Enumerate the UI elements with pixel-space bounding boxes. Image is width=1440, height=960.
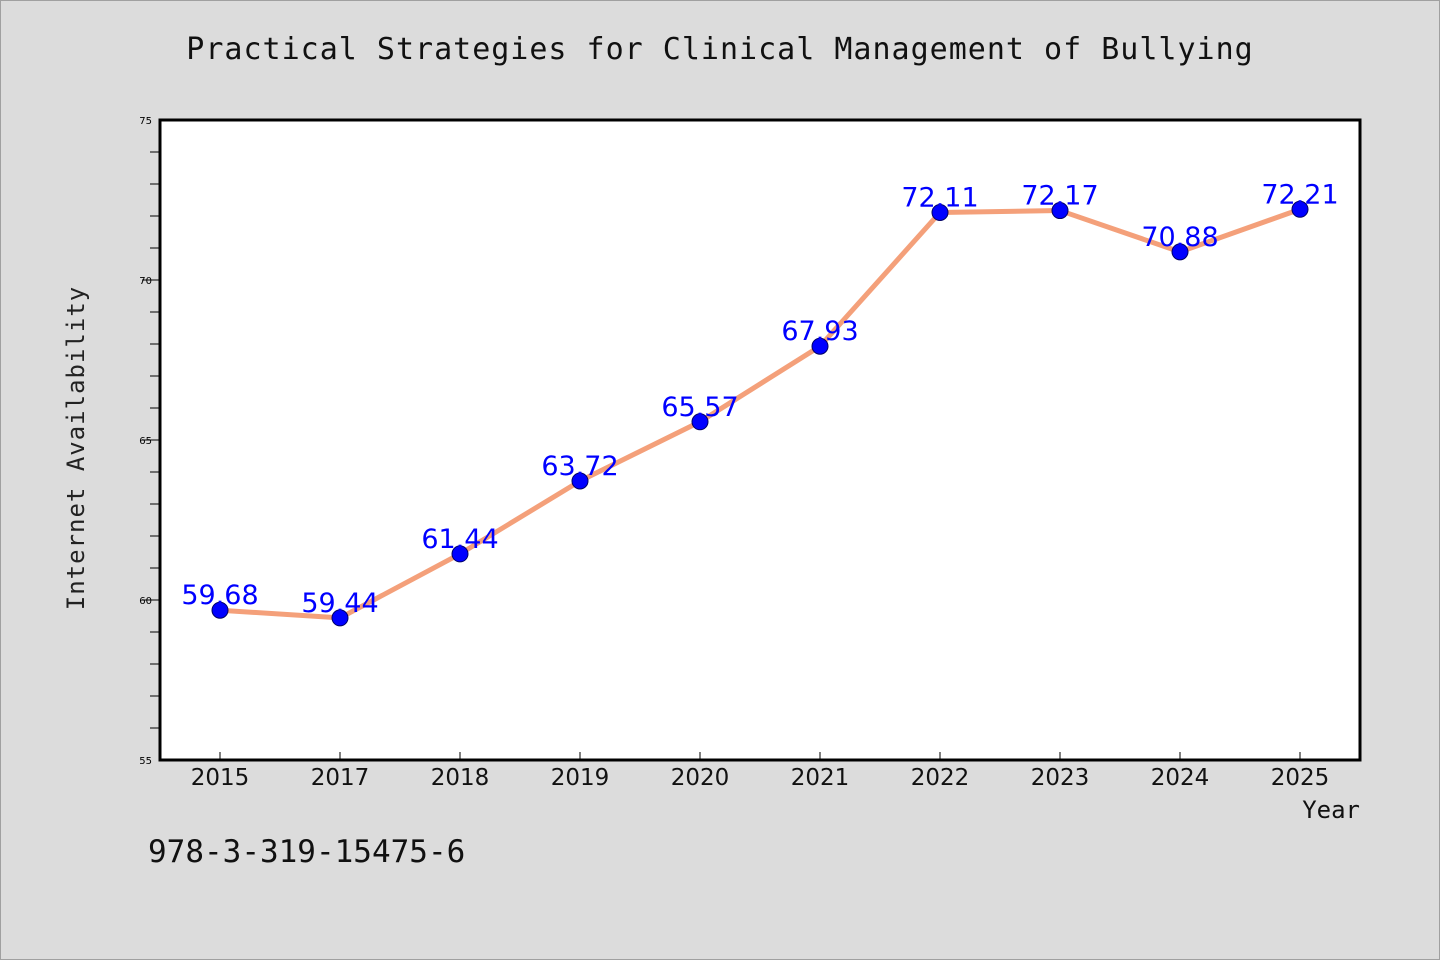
x-tick-label: 2018 [431,765,490,791]
data-label: 67.93 [781,316,858,347]
x-tick-label: 2019 [551,765,610,791]
data-label: 63.72 [541,451,618,482]
data-label-group: 59.68 59.44 61.44 63.72 65.57 67.93 72.11 72.17… [181,179,1338,619]
data-label: 70.88 [1141,222,1218,253]
data-point [451,545,469,563]
y-tick-label: 65 [139,436,152,447]
x-tick-label: 2024 [1151,765,1210,791]
chart-title: Practical Strategies for Clinical Manage… [186,32,1254,67]
marker-group [211,200,1309,627]
x-tick-label: 2025 [1271,765,1330,791]
data-label: 72.11 [901,182,978,213]
data-point [211,601,229,619]
x-axis-label: Year [1302,796,1360,824]
plot-area [158,118,1362,762]
data-point [931,203,949,221]
isbn-footnote: 978-3-319-15475-6 [148,834,466,870]
data-label: 59.68 [181,580,258,611]
y-tick-label: 55 [139,756,152,767]
data-label: 65.57 [661,392,738,423]
x-tick-label: 2020 [671,765,730,791]
data-label: 72.17 [1021,181,1098,212]
y-tick-label: 60 [139,596,152,607]
data-point [331,609,349,627]
y-axis: 55 60 65 70 75 [139,116,160,767]
x-tick-label: 2017 [311,765,370,791]
x-tick-label: 2023 [1031,765,1090,791]
data-point [1051,202,1069,220]
data-point [811,337,829,355]
data-point [1291,200,1309,218]
data-label: 72.21 [1261,179,1338,210]
data-label: 59.44 [301,588,378,619]
data-label: 61.44 [421,524,498,555]
series-line-group [217,206,1303,621]
y-tick-label: 75 [139,116,152,127]
x-tick-label: 2022 [911,765,970,791]
x-tick-label: 2021 [791,765,850,791]
data-point [571,472,589,490]
data-point [691,413,709,431]
data-point [1171,243,1189,261]
x-tick-label: 2015 [191,765,250,791]
x-axis: 2015 2017 2018 2019 2020 2021 2022 2023 2024 2025 [191,752,1330,791]
y-tick-label: 70 [139,276,152,287]
series-line [217,206,1303,621]
